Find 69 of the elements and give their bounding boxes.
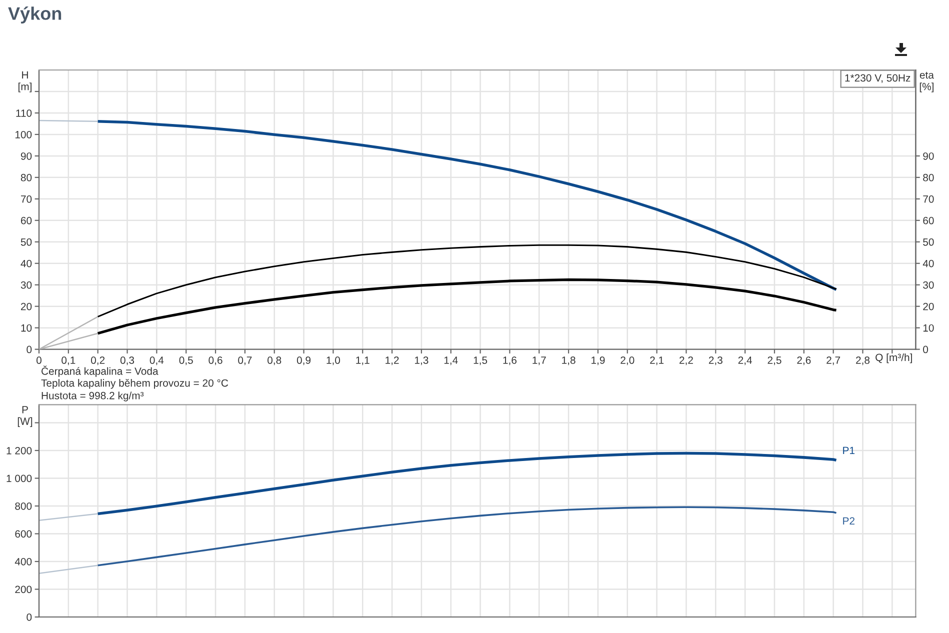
y-axis-title: P [W] (18, 406, 32, 428)
x-tick-label: 0,3 (120, 356, 134, 366)
y-tick-label: 50 (20, 238, 32, 246)
x-tick-label: 1,3 (415, 356, 428, 366)
y-tick-label: 30 (20, 281, 32, 289)
y-tick-label: 800 (15, 502, 32, 510)
y-tick-label: 600 (15, 530, 32, 538)
y-tick-label: 110 (16, 109, 32, 117)
y-tick-label: 70 (21, 195, 32, 203)
y2-tick-label: 60 (923, 216, 934, 224)
y-tick-label: 80 (20, 174, 32, 182)
x-tick-label: 0,2 (91, 356, 105, 366)
x-tick-label: 1,4 (444, 356, 458, 366)
y2-tick-label: 40 (922, 260, 934, 268)
y2-tick-label: 20 (923, 302, 934, 310)
y-tick-label: 0 (26, 346, 32, 354)
x-tick-label: 1,1 (356, 356, 370, 366)
x-tick-label: 0 (36, 356, 42, 364)
y-tick-label: 40 (20, 260, 32, 268)
x-tick-label: 2,4 (738, 356, 752, 366)
y2-tick-label: 80 (923, 174, 934, 182)
y2-axis-title: eta [%] (920, 72, 934, 92)
x-tick-label: 2,3 (708, 356, 722, 366)
x-tick-label: 2,5 (768, 356, 782, 366)
y-axis-title: H [m] (18, 71, 32, 92)
y-tick-label: 1 000 (6, 474, 32, 482)
text: Teplota kapaliny během provozu = 20 °C (41, 379, 228, 389)
chart-title: Výkon (8, 6, 62, 24)
y2-tick-label: 90 (923, 152, 934, 160)
text: Hustota = 998.2 kg/m³ (42, 392, 144, 402)
x-tick-label: 2,8 (856, 356, 870, 366)
y-tick-label: 60 (21, 216, 32, 224)
x-axis-title: Q [m³/h] (876, 353, 912, 364)
y-tick-label: 1 200 (6, 446, 32, 454)
x-tick-label: 0,7 (238, 356, 252, 366)
y2-tick-label: 70 (923, 195, 934, 203)
series-label: P2 (843, 517, 854, 524)
y-tick-label: 20 (20, 302, 32, 310)
x-tick-label: 1,0 (326, 356, 340, 366)
text: Čerpaná kapalina = Voda (42, 366, 158, 377)
x-tick-label: 0,6 (208, 356, 222, 366)
x-tick-label: 1,2 (386, 356, 399, 366)
y-tick-label: 200 (15, 586, 32, 594)
x-tick-label: 2,0 (620, 356, 634, 366)
series-label: P1 (843, 446, 854, 454)
x-tick-label: 2,1 (650, 356, 664, 366)
y2-tick-label: 30 (923, 281, 934, 289)
x-tick-label: 2,7 (826, 356, 840, 366)
x-tick-label: 2,2 (680, 356, 693, 366)
y2-tick-label: 10 (923, 324, 934, 332)
x-tick-label: 0,4 (150, 356, 164, 366)
x-tick-label: 1,5 (474, 356, 488, 366)
y-tick-label: 100 (15, 130, 32, 138)
x-tick-label: 0,8 (268, 356, 282, 366)
y-tick-label: 0 (26, 614, 32, 621)
x-tick-label: 0,1 (62, 356, 76, 366)
y-tick-label: 10 (21, 324, 32, 332)
x-tick-label: 1,9 (592, 356, 605, 366)
x-tick-label: 1,8 (562, 356, 576, 366)
annotation: 1*230 V, 50Hz (845, 74, 910, 83)
x-tick-label: 0,5 (179, 356, 193, 366)
y2-tick-label: 50 (923, 238, 934, 246)
y-tick-label: 90 (20, 152, 32, 160)
y2-tick-label: 0 (923, 346, 928, 354)
x-tick-label: 1,7 (532, 356, 546, 366)
x-tick-label: 2,6 (797, 356, 811, 366)
x-tick-label: 0,9 (296, 356, 311, 366)
x-tick-label: 1,6 (503, 356, 516, 366)
y-tick-label: 400 (14, 558, 32, 566)
